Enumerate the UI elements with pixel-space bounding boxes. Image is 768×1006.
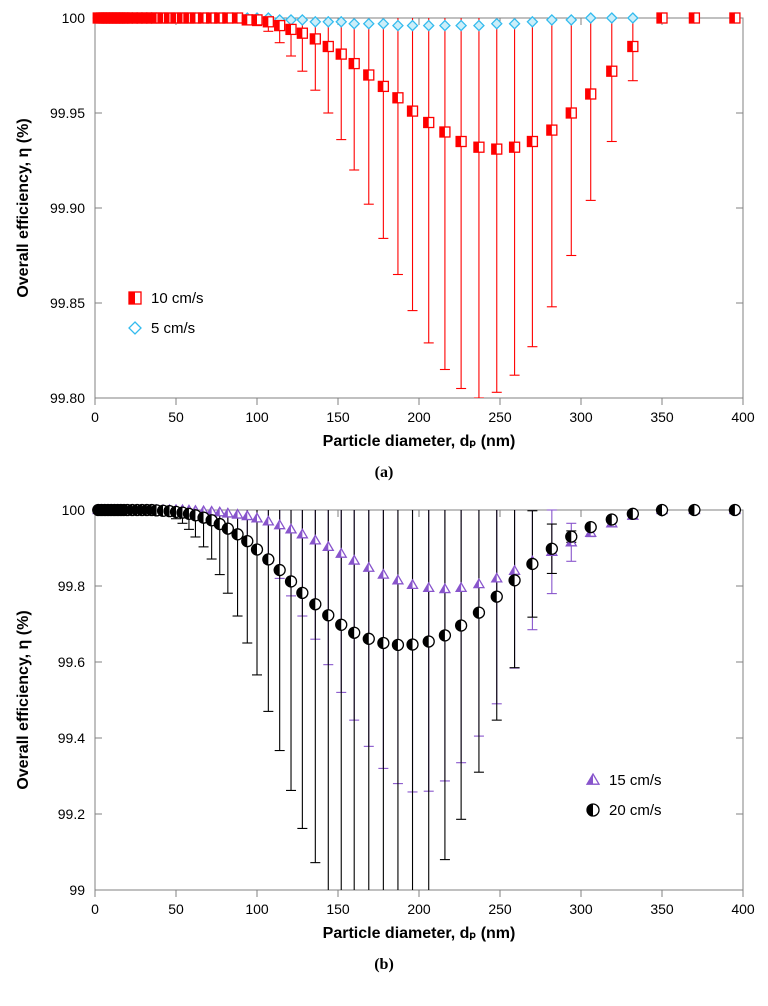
svg-text:300: 300 bbox=[569, 409, 593, 425]
svg-text:20 cm/s: 20 cm/s bbox=[609, 802, 662, 819]
svg-text:Overall efficiency, η (%): Overall efficiency, η (%) bbox=[15, 610, 32, 789]
svg-text:200: 200 bbox=[407, 901, 431, 917]
svg-text:300: 300 bbox=[569, 901, 593, 917]
chart-b-container: 0 50 100 150 200 250 300 350 400 99 99.2 99.4 99.6 99… bbox=[0, 492, 768, 984]
svg-text:400: 400 bbox=[731, 901, 755, 917]
svg-text:99.8: 99.8 bbox=[58, 578, 85, 594]
page: 05010015020025030035040099.8099.8599.909… bbox=[0, 0, 768, 984]
svg-text:99.90: 99.90 bbox=[50, 200, 85, 216]
svg-text:200: 200 bbox=[407, 409, 431, 425]
svg-text:99.4: 99.4 bbox=[58, 730, 85, 746]
svg-text:5 cm/s: 5 cm/s bbox=[151, 320, 195, 337]
svg-text:150: 150 bbox=[326, 409, 350, 425]
svg-text:250: 250 bbox=[488, 409, 512, 425]
svg-text:99.85: 99.85 bbox=[50, 295, 85, 311]
svg-text:0: 0 bbox=[91, 409, 99, 425]
svg-text:150: 150 bbox=[326, 901, 350, 917]
svg-text:50: 50 bbox=[168, 901, 184, 917]
chart-b-svg: 0 50 100 150 200 250 300 350 400 99 99.2 99.4 99.6 99… bbox=[0, 492, 768, 952]
svg-text:Particle diameter, dₚ (nm): Particle diameter, dₚ (nm) bbox=[323, 925, 516, 942]
svg-text:99: 99 bbox=[69, 882, 85, 898]
svg-text:15 cm/s: 15 cm/s bbox=[609, 772, 662, 789]
svg-text:99.95: 99.95 bbox=[50, 105, 85, 121]
svg-text:350: 350 bbox=[650, 409, 674, 425]
svg-text:350: 350 bbox=[650, 901, 674, 917]
svg-text:99.2: 99.2 bbox=[58, 806, 85, 822]
chart-a-container: 0 50 100 150 200 250 300 350 400 99.80 99.85 99.90 9… bbox=[0, 0, 768, 492]
svg-text:100: 100 bbox=[62, 502, 86, 518]
svg-text:250: 250 bbox=[488, 901, 512, 917]
svg-text:100: 100 bbox=[245, 901, 269, 917]
svg-text:10 cm/s: 10 cm/s bbox=[151, 290, 204, 307]
svg-text:100: 100 bbox=[245, 409, 269, 425]
svg-text:50: 50 bbox=[168, 409, 184, 425]
svg-text:400: 400 bbox=[731, 409, 755, 425]
chart-a-svg: 0 50 100 150 200 250 300 350 400 99.80 99.85 99.90 9… bbox=[0, 0, 768, 460]
chart-b-caption: (b) bbox=[0, 952, 768, 984]
chart-a-caption: (a) bbox=[0, 460, 768, 492]
svg-text:99.6: 99.6 bbox=[58, 654, 85, 670]
svg-text:0: 0 bbox=[91, 901, 99, 917]
svg-text:99.80: 99.80 bbox=[50, 390, 85, 406]
svg-text:Particle diameter, dₚ (nm): Particle diameter, dₚ (nm) bbox=[323, 433, 516, 450]
svg-text:100: 100 bbox=[62, 10, 86, 26]
svg-text:Overall efficiency, η (%): Overall efficiency, η (%) bbox=[15, 118, 32, 297]
